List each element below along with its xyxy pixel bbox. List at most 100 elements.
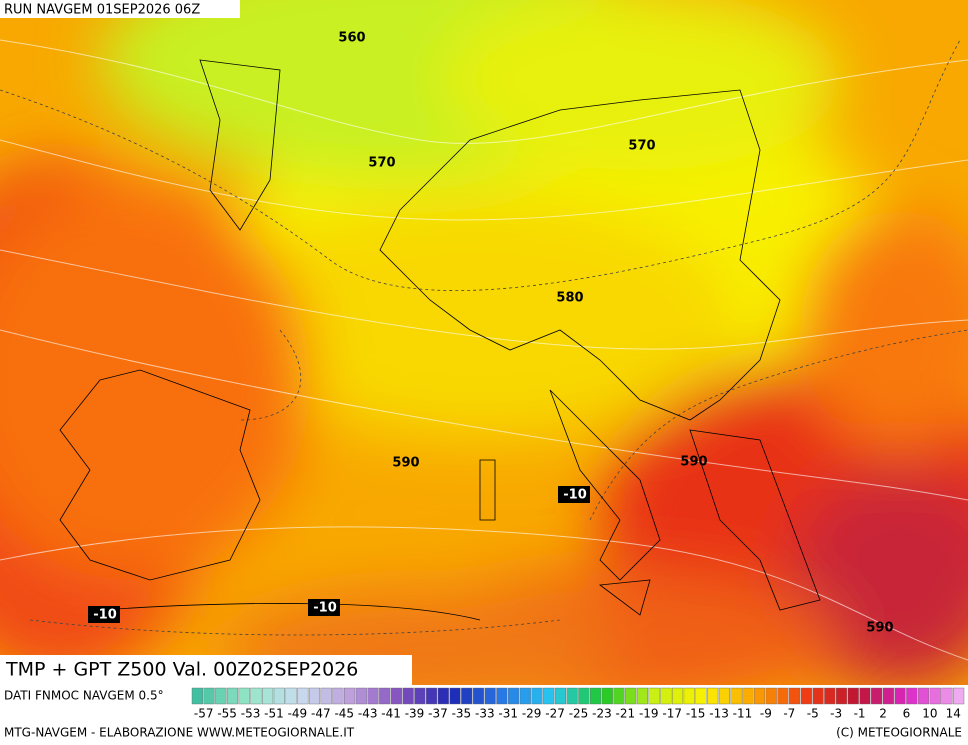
colorbar-swatch	[730, 687, 742, 705]
colorbar-swatch	[390, 687, 403, 705]
coastlines	[59, 59, 821, 621]
colorbar-label: -31	[498, 707, 518, 721]
temp-label: -10	[93, 608, 117, 623]
colorbar-swatch	[461, 687, 473, 705]
title-box	[0, 655, 412, 685]
source-label: DATI FNMOC NAVGEM 0.5°	[4, 689, 164, 703]
colorbar-swatch	[402, 687, 414, 705]
footer-right: (C) METEOGIORNALE	[836, 726, 962, 740]
colorbar-swatch	[449, 687, 461, 705]
colorbar-label: -11	[733, 707, 753, 721]
colorbar-swatch	[859, 687, 871, 705]
colorbar-label: -55	[217, 707, 237, 721]
contour-label: 590	[680, 455, 707, 470]
colorbar-label: -19	[639, 707, 659, 721]
colorbar-label: 14	[946, 707, 961, 721]
contour-label: 590	[866, 621, 893, 636]
colorbar-label: -3	[830, 707, 842, 721]
colorbar-swatch	[636, 687, 648, 705]
colorbar-label: -13	[709, 707, 729, 721]
colorbar-swatch	[941, 687, 953, 705]
colorbar-swatch	[355, 687, 367, 705]
colorbar-label: -7	[783, 707, 795, 721]
colorbar-swatch	[742, 687, 754, 705]
colorbar-swatch	[426, 687, 438, 705]
contour-label: 570	[628, 139, 655, 154]
colorbar-swatch	[472, 687, 485, 705]
run-box	[0, 0, 240, 18]
colorbar-swatch	[238, 687, 250, 705]
colorbar-swatch	[917, 687, 930, 705]
colorbar-swatch	[777, 687, 789, 705]
colorbar-label: -53	[241, 707, 261, 721]
colorbar-label: -29	[522, 707, 542, 721]
colorbar-swatch	[519, 687, 531, 705]
colorbar-swatch	[344, 687, 356, 705]
colorbar-label: 10	[922, 707, 937, 721]
colorbar-label: -45	[334, 707, 354, 721]
colorbar-swatch	[660, 687, 672, 705]
colorbar-swatch	[578, 687, 590, 705]
colorbar-swatch	[929, 687, 941, 705]
colorbar-label: -37	[428, 707, 448, 721]
colorbar-swatch	[648, 687, 660, 705]
colorbar-swatch	[332, 687, 344, 705]
colorbar-label: 6	[903, 707, 911, 721]
colorbar-swatch	[379, 687, 391, 705]
colorbar-swatch	[273, 687, 285, 705]
colorbar-label: -49	[288, 707, 308, 721]
contour-label: 580	[556, 291, 583, 306]
colorbar-swatch	[215, 687, 227, 705]
temp-label: -10	[313, 601, 337, 616]
colorbar-label: -35	[452, 707, 472, 721]
colorbar-swatch	[906, 687, 918, 705]
colorbar-label: -1	[854, 707, 866, 721]
colorbar-label: -41	[381, 707, 401, 721]
colorbar-swatch	[285, 687, 297, 705]
colorbar-label: -25	[569, 707, 589, 721]
colorbar-swatch	[671, 687, 684, 705]
temperature-field	[0, 0, 968, 685]
colorbar-swatch	[554, 687, 566, 705]
colorbar-label: -43	[358, 707, 378, 721]
contour-label: 570	[368, 156, 395, 171]
colorbar-label: -5	[807, 707, 819, 721]
colorbar-swatch	[320, 687, 332, 705]
colorbar-swatch	[566, 687, 578, 705]
colorbar-swatch	[590, 687, 602, 705]
colorbar-swatch	[496, 687, 508, 705]
temp-label-box	[308, 599, 340, 616]
colorbar-swatch	[765, 687, 777, 705]
colorbar-swatch	[226, 687, 239, 705]
contour-label: 560	[338, 31, 365, 46]
colorbar-label: -9	[760, 707, 772, 721]
colorbar-swatch	[953, 687, 965, 705]
colorbar-label: -15	[686, 707, 706, 721]
colorbar: -57 -55 -53 -51 -49 -47 -45 -43 -41 -39 -37 -35 -33-…	[191, 687, 965, 721]
colorbar-swatch	[250, 687, 262, 705]
colorbar-swatch	[718, 687, 730, 705]
colorbar-swatch	[753, 687, 766, 705]
temp-label-box	[558, 486, 590, 503]
colorbar-swatch	[894, 687, 906, 705]
colorbar-label: -17	[662, 707, 682, 721]
colorbar-swatch	[508, 687, 520, 705]
run-label: RUN NAVGEM 01SEP2026 06Z	[4, 3, 200, 18]
colorbar-swatch	[835, 687, 848, 705]
temp-label: -10	[563, 488, 587, 503]
colorbar-swatch	[414, 687, 426, 705]
contour-label: 590	[392, 456, 419, 471]
colorbar-swatch	[297, 687, 309, 705]
colorbar-swatch	[882, 687, 894, 705]
colorbar-label: 2	[879, 707, 887, 721]
colorbar-label: -47	[311, 707, 331, 721]
colorbar-label: -23	[592, 707, 612, 721]
colorbar-label: -33	[475, 707, 495, 721]
colorbar-swatch	[484, 687, 496, 705]
isohypses	[0, 39, 968, 661]
footer-left: MTG-NAVGEM - ELABORAZIONE WWW.METEOGIORN…	[4, 726, 355, 740]
colorbar-swatch	[531, 687, 543, 705]
colorbar-swatch	[789, 687, 801, 705]
